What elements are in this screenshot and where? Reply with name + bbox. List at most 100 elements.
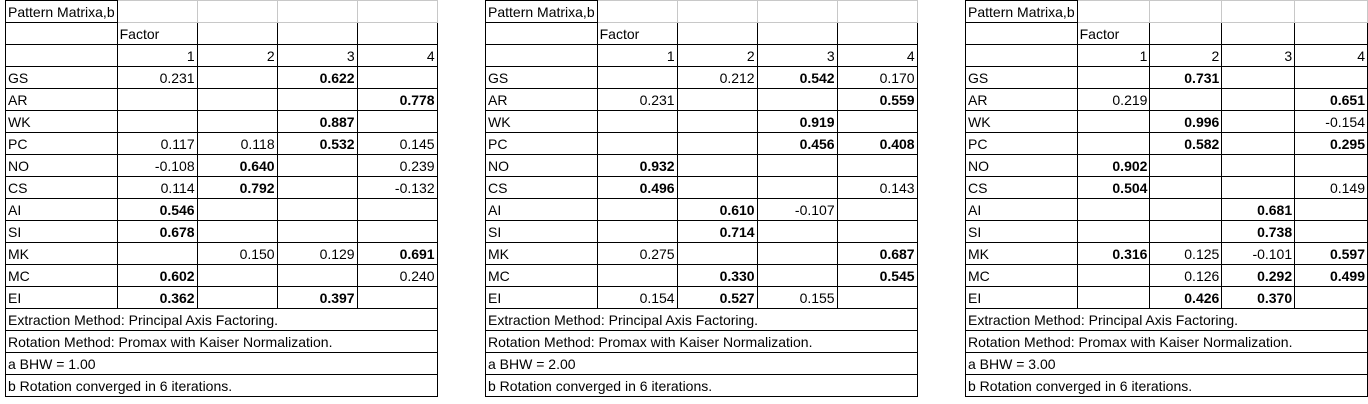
empty-cell[interactable] xyxy=(965,44,1078,67)
variable-label[interactable]: WK xyxy=(485,110,598,133)
loading-cell[interactable] xyxy=(356,110,438,133)
loading-cell[interactable]: 0.231 xyxy=(596,88,678,111)
loading-cell[interactable]: 0.687 xyxy=(836,242,918,265)
loading-cell[interactable] xyxy=(276,220,358,243)
loading-cell[interactable]: 0.275 xyxy=(596,242,678,265)
factor-column-header[interactable]: 4 xyxy=(836,44,918,67)
loading-cell[interactable]: 0.154 xyxy=(596,286,678,309)
loading-cell[interactable] xyxy=(756,88,838,111)
loading-cell[interactable]: 0.542 xyxy=(756,66,838,89)
loading-cell[interactable] xyxy=(676,132,758,155)
loading-cell[interactable]: 0.622 xyxy=(276,66,358,89)
empty-cell[interactable] xyxy=(756,22,838,45)
factor-column-header[interactable]: 2 xyxy=(196,44,278,67)
loading-cell[interactable] xyxy=(1076,66,1151,89)
loading-cell[interactable] xyxy=(596,220,678,243)
variable-label[interactable]: MK xyxy=(965,242,1078,265)
loading-cell[interactable]: 0.504 xyxy=(1076,176,1151,199)
loading-cell[interactable] xyxy=(596,132,678,155)
loading-cell[interactable] xyxy=(1149,154,1223,177)
loading-cell[interactable]: 0.559 xyxy=(836,88,918,111)
loading-cell[interactable]: 0.150 xyxy=(196,242,278,265)
empty-cell[interactable] xyxy=(596,0,678,23)
loading-cell[interactable] xyxy=(356,198,438,221)
loading-cell[interactable] xyxy=(676,110,758,133)
variable-label[interactable]: MC xyxy=(965,264,1078,287)
loading-cell[interactable]: 0.316 xyxy=(1076,242,1151,265)
loading-cell[interactable]: 0.219 xyxy=(1076,88,1151,111)
factor-column-header[interactable]: 4 xyxy=(356,44,438,67)
variable-label[interactable]: WK xyxy=(5,110,118,133)
empty-cell[interactable] xyxy=(836,22,918,45)
variable-label[interactable]: EI xyxy=(485,286,598,309)
factor-column-header[interactable]: 3 xyxy=(756,44,838,67)
empty-cell[interactable] xyxy=(485,22,598,45)
variable-label[interactable]: AI xyxy=(965,198,1078,221)
loading-cell[interactable] xyxy=(756,220,838,243)
empty-cell[interactable] xyxy=(1076,0,1151,23)
loading-cell[interactable] xyxy=(196,66,278,89)
loading-cell[interactable]: 0.651 xyxy=(1294,88,1368,111)
loading-cell[interactable]: 0.792 xyxy=(196,176,278,199)
factor-label[interactable]: Factor xyxy=(116,22,198,45)
loading-cell[interactable]: 0.738 xyxy=(1221,220,1296,243)
loading-cell[interactable] xyxy=(596,110,678,133)
empty-cell[interactable] xyxy=(836,0,918,23)
loading-cell[interactable] xyxy=(1221,154,1296,177)
empty-cell[interactable] xyxy=(5,22,118,45)
loading-cell[interactable]: 0.902 xyxy=(1076,154,1151,177)
loading-cell[interactable]: 0.545 xyxy=(836,264,918,287)
variable-label[interactable]: EI xyxy=(5,286,118,309)
factor-column-header[interactable]: 2 xyxy=(676,44,758,67)
loading-cell[interactable] xyxy=(1076,198,1151,221)
loading-cell[interactable]: -0.132 xyxy=(356,176,438,199)
loading-cell[interactable] xyxy=(756,154,838,177)
footnote[interactable]: Rotation Method: Promax with Kaiser Norm… xyxy=(965,330,1368,353)
loading-cell[interactable]: 0.532 xyxy=(276,132,358,155)
variable-label[interactable]: NO xyxy=(965,154,1078,177)
footnote[interactable]: Extraction Method: Principal Axis Factor… xyxy=(965,308,1368,331)
empty-cell[interactable] xyxy=(676,22,758,45)
loading-cell[interactable] xyxy=(1149,220,1223,243)
loading-cell[interactable] xyxy=(1294,66,1368,89)
loading-cell[interactable] xyxy=(1221,176,1296,199)
loading-cell[interactable] xyxy=(1076,220,1151,243)
variable-label[interactable]: GS xyxy=(5,66,118,89)
variable-label[interactable]: GS xyxy=(965,66,1078,89)
loading-cell[interactable] xyxy=(676,88,758,111)
loading-cell[interactable] xyxy=(1076,286,1151,309)
variable-label[interactable]: SI xyxy=(965,220,1078,243)
variable-label[interactable]: EI xyxy=(965,286,1078,309)
footnote[interactable]: a BHW = 1.00 xyxy=(5,352,438,375)
loading-cell[interactable]: 0.681 xyxy=(1221,198,1296,221)
variable-label[interactable]: WK xyxy=(965,110,1078,133)
loading-cell[interactable] xyxy=(116,88,198,111)
variable-label[interactable]: MC xyxy=(485,264,598,287)
variable-label[interactable]: SI xyxy=(5,220,118,243)
variable-label[interactable]: SI xyxy=(485,220,598,243)
empty-cell[interactable] xyxy=(1294,22,1368,45)
loading-cell[interactable] xyxy=(1221,110,1296,133)
loading-cell[interactable] xyxy=(276,88,358,111)
loading-cell[interactable] xyxy=(756,176,838,199)
loading-cell[interactable] xyxy=(596,264,678,287)
factor-column-header[interactable]: 1 xyxy=(1076,44,1151,67)
factor-column-header[interactable]: 1 xyxy=(116,44,198,67)
loading-cell[interactable]: 0.212 xyxy=(676,66,758,89)
loading-cell[interactable] xyxy=(196,110,278,133)
loading-cell[interactable] xyxy=(1149,88,1223,111)
loading-cell[interactable]: 0.456 xyxy=(756,132,838,155)
loading-cell[interactable]: 0.126 xyxy=(1149,264,1223,287)
empty-cell[interactable] xyxy=(1221,22,1296,45)
table-title[interactable]: Pattern Matrixa,b xyxy=(485,0,598,23)
loading-cell[interactable]: 0.295 xyxy=(1294,132,1368,155)
loading-cell[interactable]: -0.101 xyxy=(1221,242,1296,265)
loading-cell[interactable] xyxy=(1294,286,1368,309)
factor-column-header[interactable]: 1 xyxy=(596,44,678,67)
footnote[interactable]: Rotation Method: Promax with Kaiser Norm… xyxy=(485,330,918,353)
loading-cell[interactable] xyxy=(1149,198,1223,221)
loading-cell[interactable] xyxy=(196,198,278,221)
loading-cell[interactable]: 0.496 xyxy=(596,176,678,199)
loading-cell[interactable] xyxy=(756,264,838,287)
loading-cell[interactable]: 0.499 xyxy=(1294,264,1368,287)
